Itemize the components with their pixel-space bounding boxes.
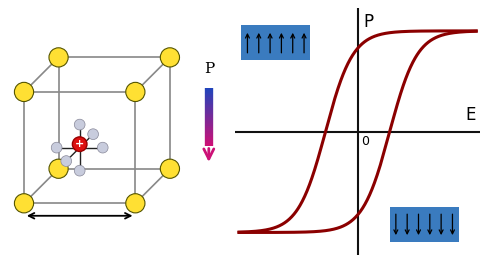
Bar [390,207,458,242]
Text: +: + [75,139,84,149]
Circle shape [14,82,34,102]
Circle shape [126,82,145,102]
Text: 0: 0 [360,135,369,148]
Circle shape [160,159,180,178]
Circle shape [74,119,85,130]
Text: P: P [204,62,214,76]
Circle shape [74,165,85,176]
Circle shape [51,142,62,153]
Circle shape [97,142,108,153]
Text: E: E [466,106,476,124]
Circle shape [14,194,34,213]
Bar [241,25,310,60]
Circle shape [88,129,98,140]
Circle shape [126,194,145,213]
Text: P: P [363,13,373,31]
Circle shape [72,137,87,151]
Circle shape [61,156,72,167]
Circle shape [160,48,180,67]
Circle shape [49,48,68,67]
Circle shape [49,159,68,178]
